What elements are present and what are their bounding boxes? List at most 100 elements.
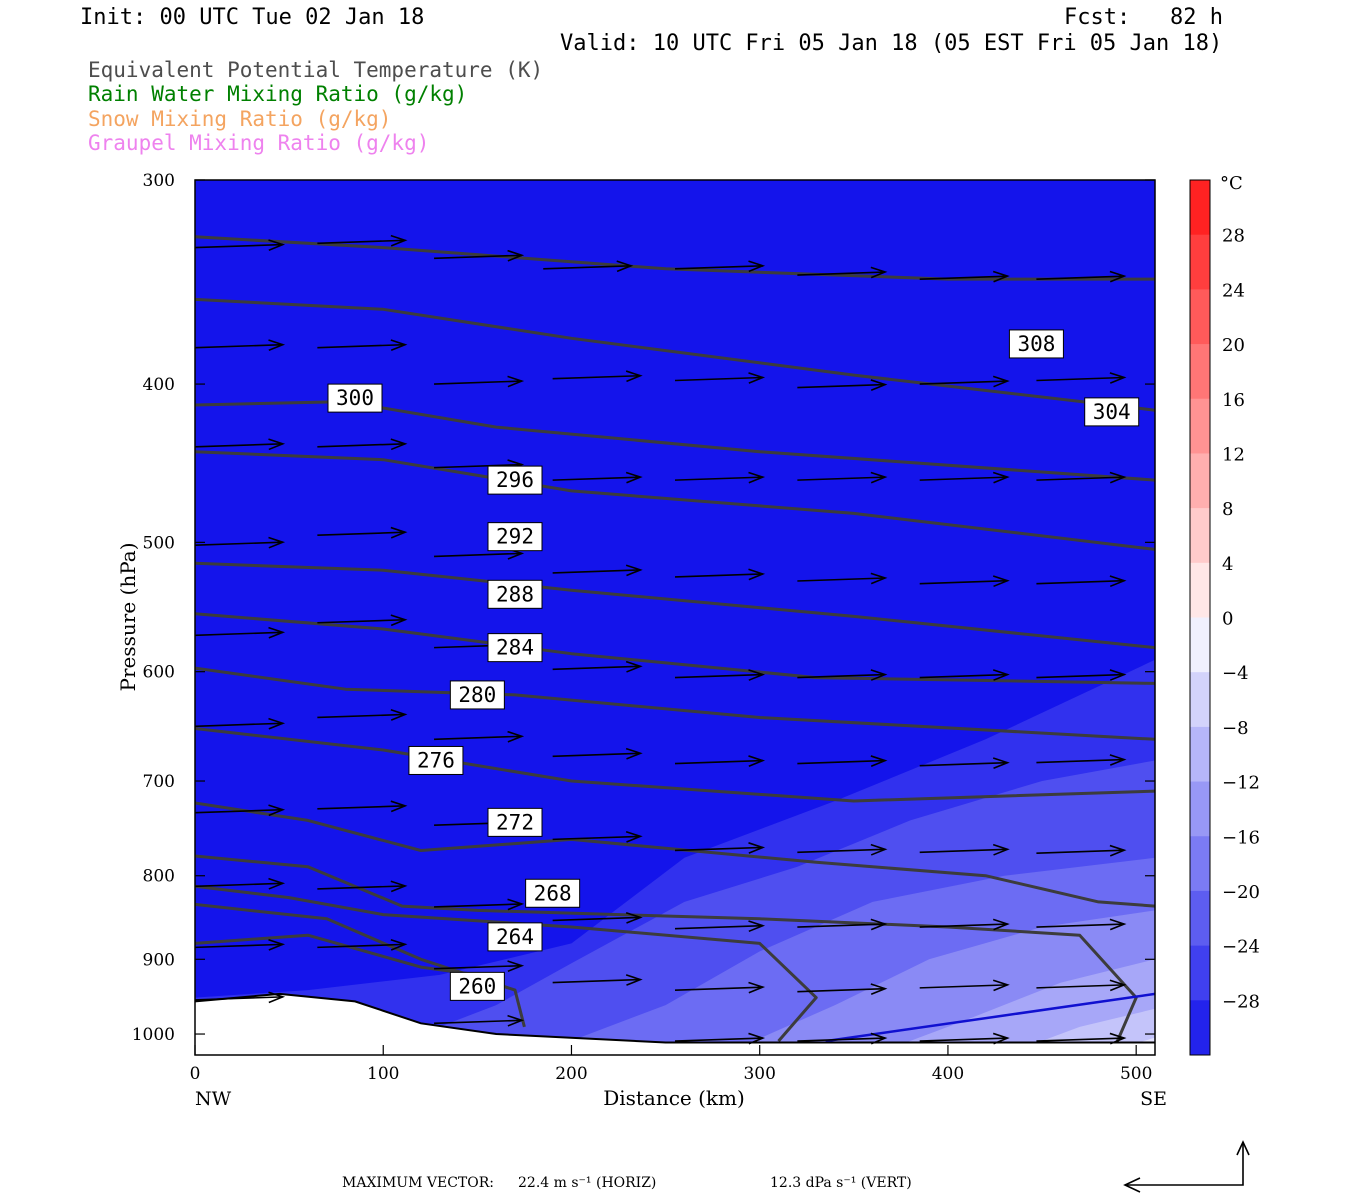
colorbar-tick-label: 0: [1222, 609, 1233, 630]
wind-vector: [317, 885, 406, 890]
wind-vector: [552, 569, 641, 574]
colorbar-tick-label: 16: [1222, 390, 1245, 411]
theta-e-line: [195, 450, 1155, 551]
colorbar-segment: [1190, 398, 1210, 454]
wind-vector-head: [748, 669, 766, 681]
theta-e-line: [195, 727, 1155, 803]
wind-vector: [674, 759, 763, 765]
wind-vector-head: [390, 938, 408, 951]
colorbar: 28 24 20 16 12 8 4 0 −4 −8 −12 −16 −20 −24 −28: [1189, 179, 1260, 1056]
colorbar-tick-label: 28: [1222, 226, 1245, 247]
wind-vector-head: [870, 379, 888, 391]
wind-vector: [674, 476, 763, 481]
contour-label-box: [487, 922, 543, 952]
wind-vector-head: [268, 991, 286, 1004]
colorbar-segment: [1190, 617, 1210, 673]
wind-vector-head: [390, 234, 408, 247]
y-tick-label: 400: [143, 375, 175, 395]
forecast-hour: Fcst: 82 h: [1064, 5, 1223, 30]
wind-vector: [919, 275, 1008, 280]
wind-vector: [797, 271, 886, 276]
ref-vector-head-left: [1123, 1177, 1141, 1193]
wind-vector-head: [1109, 844, 1127, 857]
wind-vector: [797, 923, 886, 928]
wind-vector: [1036, 376, 1125, 382]
colorbar-tick-label: −20: [1222, 882, 1260, 903]
wind-vector-head: [268, 626, 286, 639]
theta-e-contours: [195, 235, 1155, 1043]
wind-vector: [317, 443, 406, 448]
wind-vector: [1036, 849, 1125, 855]
wind-vector: [317, 343, 406, 349]
wind-vector: [195, 808, 283, 814]
wind-vector-head: [625, 911, 643, 924]
wind-vector: [552, 374, 641, 380]
wind-vector: [317, 943, 406, 949]
colorbar-tick-label: −8: [1222, 718, 1249, 739]
contour-label: 260: [458, 974, 496, 998]
wind-vector-head: [992, 843, 1010, 856]
wind-vector-head: [748, 755, 766, 767]
colorbar-segment: [1190, 234, 1210, 290]
contour-label: 296: [496, 468, 534, 492]
plot-frame: [194, 179, 1156, 1056]
colorbar-segment: [1190, 890, 1210, 947]
x-tick-label: 400: [932, 1064, 964, 1084]
colorbar-tick-label: 12: [1222, 444, 1245, 465]
wind-vector-head: [625, 830, 643, 843]
y-tick-label: 600: [143, 663, 175, 683]
contour-label-box: [487, 522, 543, 552]
wind-vector: [1036, 476, 1125, 481]
wind-vector: [195, 943, 283, 949]
wind-vector: [552, 916, 641, 922]
x-tick-label: 300: [743, 1064, 775, 1084]
colorbar-tick-label: −4: [1222, 663, 1249, 684]
wind-vector: [195, 243, 283, 249]
contour-label: 280: [458, 683, 496, 707]
max-vector-vert: 12.3 dPa s⁻¹ (VERT): [770, 1175, 912, 1191]
colorbar-segment: [1190, 672, 1210, 728]
wind-vector: [797, 577, 886, 582]
contour-label-box: [525, 878, 581, 908]
wind-vector-head: [1109, 575, 1127, 588]
wind-vector-head: [268, 717, 286, 730]
wind-vector-head: [390, 526, 408, 539]
y-tick-label: 500: [143, 533, 175, 553]
y-tick-label: 1000: [132, 1025, 175, 1045]
x-tick-label: 200: [555, 1064, 587, 1084]
colorbar-segment: [1190, 180, 1210, 236]
x-endpoint-right: SE: [1140, 1088, 1167, 1110]
colorbar-segment: [1190, 726, 1210, 783]
wind-vector-head: [625, 660, 643, 673]
theta-e-line: [195, 666, 1155, 741]
ref-vector-line: [1125, 1142, 1244, 1186]
colorbar-segment: [1190, 289, 1210, 345]
colorbar-tick-label: −28: [1222, 991, 1260, 1012]
wind-vector: [434, 463, 522, 469]
wind-vector-head: [507, 249, 525, 262]
wind-vector-head: [507, 898, 525, 911]
wind-vector: [317, 618, 406, 624]
wind-vector-head: [748, 372, 766, 384]
blue-line: [825, 992, 1155, 1043]
wind-vector-head: [625, 974, 643, 986]
ref-vector-head-up: [1236, 1140, 1250, 1156]
wind-vector: [919, 923, 1008, 928]
wind-vector-head: [616, 260, 634, 273]
wind-vector: [1036, 275, 1125, 280]
wind-vector-head: [1109, 372, 1127, 384]
colorbar-tick-label: −16: [1222, 827, 1260, 848]
wind-vector: [434, 552, 522, 558]
wind-vector: [195, 343, 283, 349]
wind-vector: [317, 805, 406, 810]
wind-vector-head: [748, 1032, 766, 1045]
y-tick-label: 900: [143, 950, 175, 970]
wind-vector: [797, 1037, 886, 1042]
wind-vector-head: [390, 880, 408, 893]
wind-vector-head: [390, 709, 408, 721]
theta-e-line: [195, 235, 1155, 281]
wind-vector-head: [870, 843, 888, 856]
wind-vector-head: [1109, 471, 1127, 484]
